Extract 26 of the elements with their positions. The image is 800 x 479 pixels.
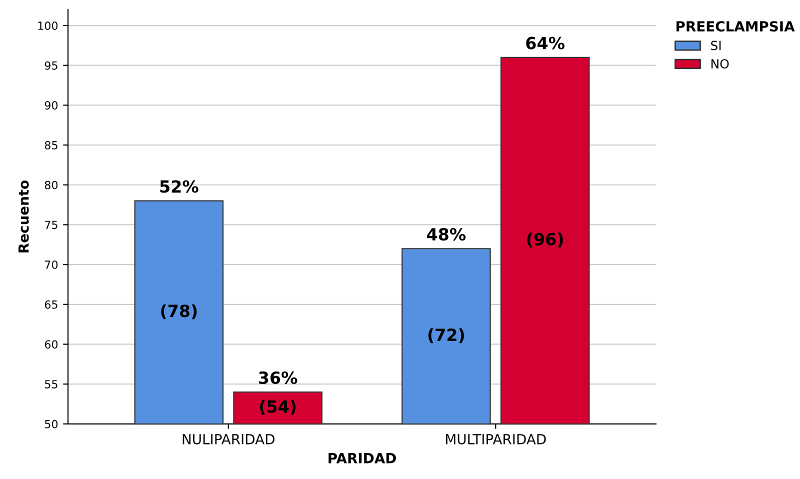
y-tick-label: 90	[44, 101, 58, 110]
y-axis-title: Recuento	[18, 180, 29, 252]
x-axis-title: PARIDAD	[328, 453, 396, 464]
x-tick-label: MULTIPARIDAD	[446, 434, 546, 444]
y-tick-label: 100	[38, 21, 58, 30]
annotation: 36%	[258, 371, 298, 384]
y-tick-label: 85	[44, 141, 58, 150]
x-tick-label: NULIPARIDAD	[182, 434, 274, 444]
data-label: (78)	[161, 304, 197, 320]
y-tick-label: 65	[44, 300, 58, 309]
annotation: 52%	[160, 180, 198, 193]
y-tick-label: 95	[44, 61, 58, 70]
data-label: (96)	[527, 232, 563, 248]
y-tick-label: 60	[44, 340, 58, 349]
y-tick-label: 70	[45, 260, 58, 269]
data-label: (72)	[428, 328, 464, 344]
y-tick-label: 80	[44, 180, 58, 190]
legend-label: SI	[711, 40, 721, 50]
legend-title: PREECLAMPSIA	[676, 21, 795, 32]
annotation: 48%	[426, 228, 466, 241]
annotation: 64%	[526, 36, 564, 50]
data-label: (54)	[260, 400, 296, 415]
y-tick-label: 55	[44, 380, 58, 388]
y-tick-label: 75	[45, 220, 58, 230]
y-tick-label: 50	[44, 420, 58, 428]
legend-label: NO	[711, 59, 729, 69]
